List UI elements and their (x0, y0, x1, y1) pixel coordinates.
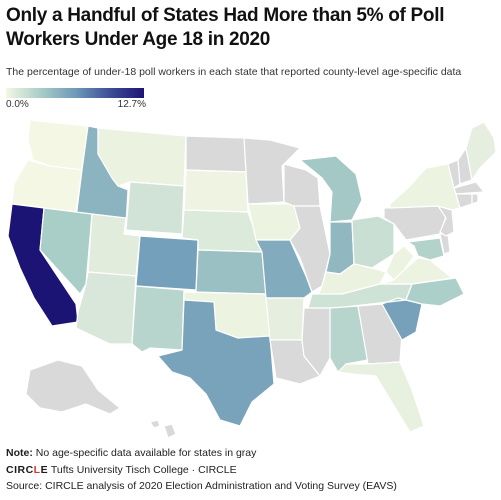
chart-title: Only a Handful of States Had More than 5… (6, 5, 445, 50)
state-co[interactable] (135, 235, 199, 291)
note-text: No age-specific data available for state… (32, 447, 257, 459)
state-ar[interactable] (265, 297, 305, 341)
legend-max-label: 12.7% (117, 99, 146, 110)
credit-line: CIRCLE Tufts University Tisch College · … (6, 464, 237, 476)
circle-logo: CIRCLE (6, 464, 49, 476)
note-label: Note: (6, 447, 33, 459)
state-hi[interactable] (149, 419, 177, 439)
state-il[interactable] (289, 205, 331, 293)
state-ak[interactable] (25, 359, 121, 415)
color-legend: 0.0% 12.7% (6, 88, 146, 112)
legend-gradient-bar (6, 88, 144, 98)
state-nd[interactable] (185, 135, 247, 173)
credit-text: Tufts University Tisch College · CIRCLE (48, 464, 237, 476)
state-ma[interactable] (453, 181, 485, 195)
state-ia[interactable] (247, 203, 301, 241)
us-state-map (7, 119, 497, 439)
state-mt[interactable] (97, 127, 187, 187)
source-line: Source: CIRCLE analysis of 2020 Election… (6, 480, 397, 492)
state-tx[interactable] (157, 299, 275, 427)
state-nm[interactable] (131, 285, 185, 353)
state-in[interactable] (325, 221, 355, 275)
state-me[interactable] (465, 121, 497, 181)
state-md[interactable] (407, 237, 445, 261)
state-sd[interactable] (183, 169, 249, 213)
map-note: Note: No age-specific data available for… (6, 447, 256, 459)
state-wy[interactable] (125, 181, 185, 235)
state-va[interactable] (379, 257, 453, 285)
state-ks[interactable] (195, 249, 267, 295)
legend-min-label: 0.0% (6, 99, 29, 110)
state-fl[interactable] (337, 361, 425, 433)
state-oh[interactable] (351, 215, 395, 269)
state-ri[interactable] (471, 193, 479, 205)
state-nv[interactable] (39, 207, 93, 295)
chart-subtitle: The percentage of under-18 poll workers … (6, 66, 462, 78)
